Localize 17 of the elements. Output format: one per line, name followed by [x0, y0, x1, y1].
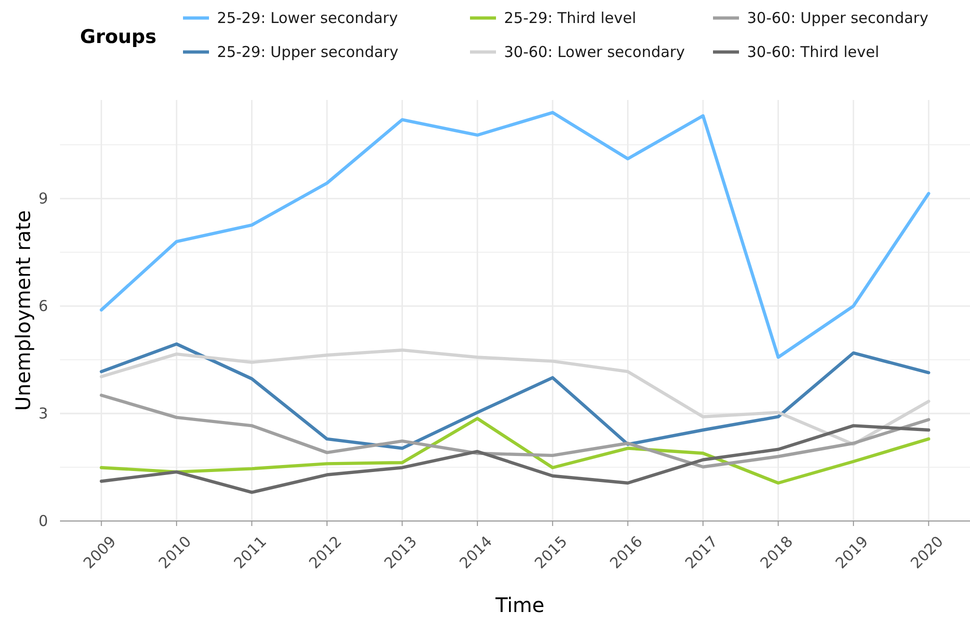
legend-title: Groups	[80, 26, 156, 48]
line-series	[100, 424, 930, 494]
y-tick-label: 9	[38, 190, 48, 208]
line-series	[100, 416, 930, 485]
legend-label: 30-60: Lower secondary	[504, 43, 685, 61]
legend-label: 25-29: Lower secondary	[217, 9, 398, 27]
line-series	[100, 110, 930, 359]
legend-label: 25-29: Upper secondary	[217, 43, 398, 61]
y-axis-title: Unemployment rate	[11, 210, 35, 411]
legend-label: 25-29: Third level	[504, 9, 636, 27]
legend-label: 30-60: Third level	[747, 43, 880, 61]
x-axis-title: Time	[494, 593, 544, 617]
y-tick-label: 3	[38, 404, 48, 423]
legend-label: 30-60: Upper secondary	[747, 9, 928, 27]
y-tick-label: 6	[38, 297, 48, 316]
y-tick-label: 0	[38, 512, 48, 530]
line-series	[100, 394, 930, 468]
